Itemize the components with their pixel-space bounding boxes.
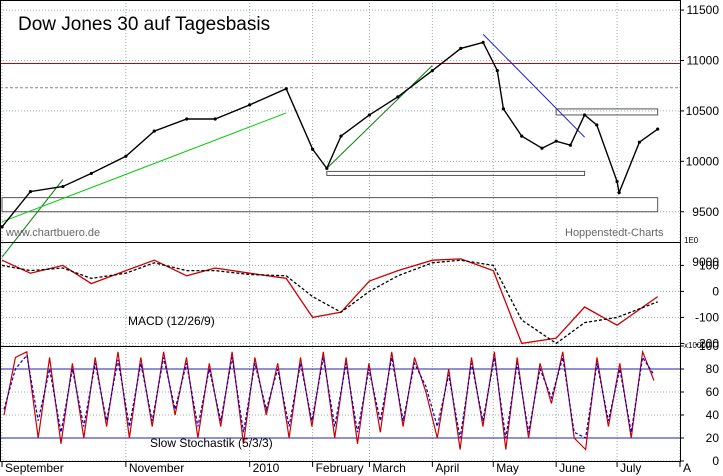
price-point: [310, 147, 315, 151]
stoch-y-tick-label: 0: [712, 454, 719, 468]
macd-y-tick-label: -100: [695, 310, 719, 324]
price-point: [284, 87, 288, 91]
macd-y-tick-label: -200: [695, 336, 719, 350]
stoch-panel-frame: [0, 346, 681, 462]
price-point: [637, 140, 642, 144]
watermark-left: www.chartbuero.de: [5, 227, 100, 239]
stoch-y-tick-label: 20: [706, 431, 720, 445]
price-point: [582, 113, 587, 117]
stoch-label: Slow Stochastik (5/3/3): [150, 436, 273, 450]
price-point: [617, 190, 621, 195]
price-point: [185, 117, 189, 121]
x-tick-label: November: [129, 461, 184, 475]
price-y-tick-label: 10500: [686, 104, 720, 118]
trendline: [1, 179, 64, 258]
price-point: [656, 127, 660, 131]
price-point: [89, 171, 93, 176]
stoch-y-tick-label: 60: [706, 385, 720, 399]
x-tick-label: 2010: [253, 461, 280, 475]
price-point: [396, 95, 400, 99]
price-y-tick-label: 11500: [687, 3, 720, 17]
trendline: [482, 33, 585, 138]
price-point: [615, 179, 619, 184]
price-zone: [1, 197, 659, 213]
price-point: [124, 154, 128, 158]
price-y-tick-label: 9500: [692, 205, 719, 219]
x-tick-label: June: [559, 461, 585, 475]
macd-panel-frame: [0, 242, 681, 347]
price-y-tick-label: 10000: [686, 154, 720, 168]
stoch-line: [3, 353, 655, 439]
x-tick-label: February: [316, 461, 364, 475]
price-point: [61, 184, 65, 189]
price-point: [554, 139, 558, 143]
price-point: [481, 40, 485, 44]
price-point: [367, 113, 372, 117]
stoch-y-tick-label: 80: [706, 362, 720, 376]
price-zone: [326, 170, 586, 176]
stoch-y-tick-label: 100: [699, 339, 719, 353]
price-point: [520, 134, 524, 138]
macd-line: [1, 258, 659, 345]
stoch-scale-label: x10000: [684, 341, 711, 350]
x-tick-label: March: [372, 461, 405, 475]
x-tick-label: July: [620, 461, 641, 475]
price-point: [213, 117, 217, 121]
price-zone: [555, 108, 659, 116]
price-panel-frame: [0, 0, 681, 243]
price-point: [459, 46, 463, 51]
chart-title: Dow Jones 30 auf Tagesbasis: [18, 14, 270, 35]
trendline: [326, 65, 433, 169]
price-point: [339, 134, 343, 138]
macd-label: MACD (12/26/9): [128, 314, 215, 328]
price-point: [595, 123, 599, 127]
watermark-right: Hoppenstedt-Charts: [565, 227, 664, 239]
price-point: [248, 103, 252, 107]
x-tick-label: April: [435, 461, 459, 475]
price-point: [501, 107, 506, 111]
macd-line: [1, 259, 658, 345]
macd-y-tick-label: 100: [699, 258, 719, 272]
price-point: [0, 225, 4, 229]
trendline: [1, 112, 287, 223]
x-tick-label: September: [5, 461, 64, 475]
stoch-y-tick-label: 40: [706, 408, 720, 422]
price-y-tick-label: 9000: [692, 255, 719, 269]
price-point: [325, 166, 329, 170]
price-y-tick-label: 11000: [687, 54, 720, 68]
price-line: [1, 41, 659, 228]
price-point: [540, 146, 544, 150]
price-point: [28, 189, 33, 194]
x-tick-label: May: [496, 461, 519, 475]
x-tick-label: A: [683, 461, 691, 475]
macd-y-tick-label: 0: [712, 284, 719, 298]
price-point: [568, 143, 572, 147]
price-point: [495, 68, 499, 73]
price-point: [152, 129, 156, 133]
price-point: [430, 68, 434, 73]
macd-scale-label: 1E0: [684, 236, 699, 245]
